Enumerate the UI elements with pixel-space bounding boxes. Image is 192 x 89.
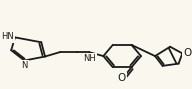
Text: O: O [118,73,126,83]
Text: N: N [21,61,28,70]
Text: NH: NH [83,54,96,63]
Text: HN: HN [2,32,14,41]
Text: O: O [184,48,192,58]
